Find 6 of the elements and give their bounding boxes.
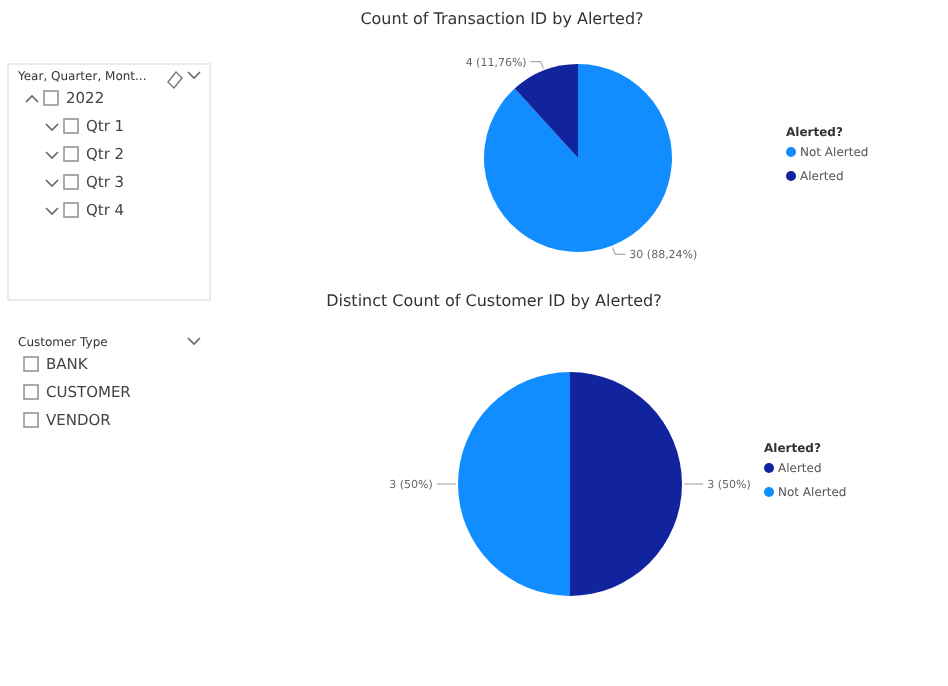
pie-slice [458, 372, 570, 596]
pie-slice [484, 64, 672, 252]
chart-title: Count of Transaction ID by Alerted? [360, 10, 644, 28]
pie-slice [514, 64, 578, 158]
chart-title: Distinct Count of Customer ID by Alerted? [326, 292, 662, 310]
pie-slice [570, 372, 682, 596]
